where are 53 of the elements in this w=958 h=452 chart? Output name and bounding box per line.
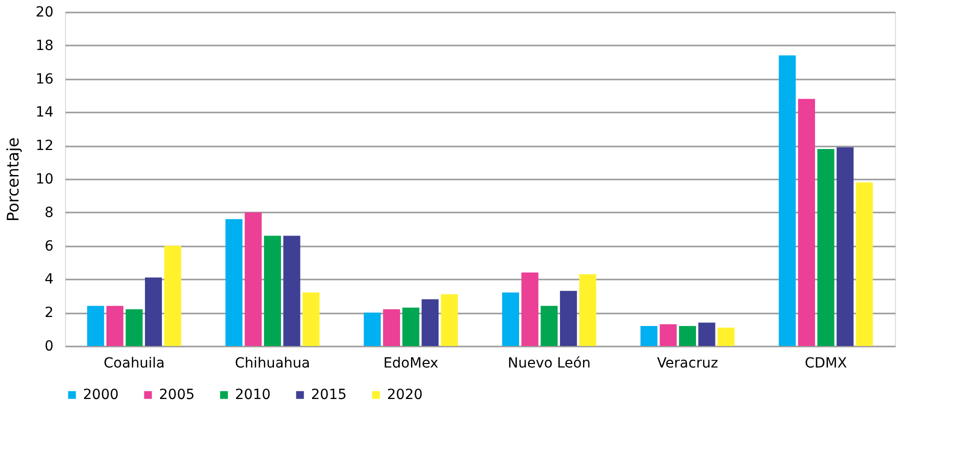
x-tick-label: Chihuahua (234, 356, 310, 372)
x-tick-label: EdoMex (383, 356, 438, 372)
bar (502, 292, 520, 346)
bar (164, 246, 182, 346)
bar (244, 212, 262, 346)
bar (540, 306, 558, 346)
bar (440, 294, 458, 346)
bar (679, 326, 696, 346)
y-tick-label: 4 (44, 272, 54, 288)
bar (87, 306, 104, 346)
legend-label: 2020 (387, 387, 423, 403)
y-tick-label: 16 (36, 71, 54, 88)
bar (817, 148, 834, 346)
legend-label: 2005 (159, 387, 195, 403)
bar (225, 219, 242, 346)
y-tick-label: 10 (36, 172, 54, 188)
bar (521, 272, 538, 346)
legend-label: 2010 (235, 387, 271, 403)
x-tick-label: Nuevo León (508, 356, 591, 372)
bar (778, 55, 796, 346)
legend-label: 2000 (83, 387, 119, 403)
bar (106, 306, 124, 346)
y-tick-label: 20 (36, 4, 54, 20)
bar (640, 326, 658, 346)
y-tick-label: 14 (36, 104, 54, 121)
bar (660, 324, 677, 346)
y-tick-label: 18 (36, 38, 54, 54)
y-tick-label: 6 (44, 238, 54, 254)
bar (856, 182, 873, 346)
bar (579, 274, 596, 346)
bar (364, 312, 381, 346)
x-tick-label: Veracruz (656, 356, 718, 372)
y-tick-label: 0 (44, 338, 54, 354)
bar (422, 299, 439, 346)
y-tick-label: 8 (44, 204, 54, 221)
y-axis-title: Porcentaje (4, 137, 23, 222)
bar (283, 236, 300, 346)
bar (302, 292, 320, 346)
bar (402, 308, 420, 346)
bar (144, 278, 162, 346)
bar (836, 147, 854, 346)
bar (383, 309, 400, 346)
bar (264, 236, 281, 346)
legend-label: 2015 (311, 387, 347, 403)
bar (560, 290, 577, 346)
bar (698, 322, 716, 346)
y-tick-label: 12 (36, 138, 54, 154)
x-tick-label: Coahuila (104, 356, 165, 372)
bar (718, 328, 735, 346)
bar (798, 98, 816, 346)
x-tick-label: CDMX (804, 356, 848, 372)
y-tick-label: 2 (44, 305, 54, 322)
bar (126, 309, 143, 346)
